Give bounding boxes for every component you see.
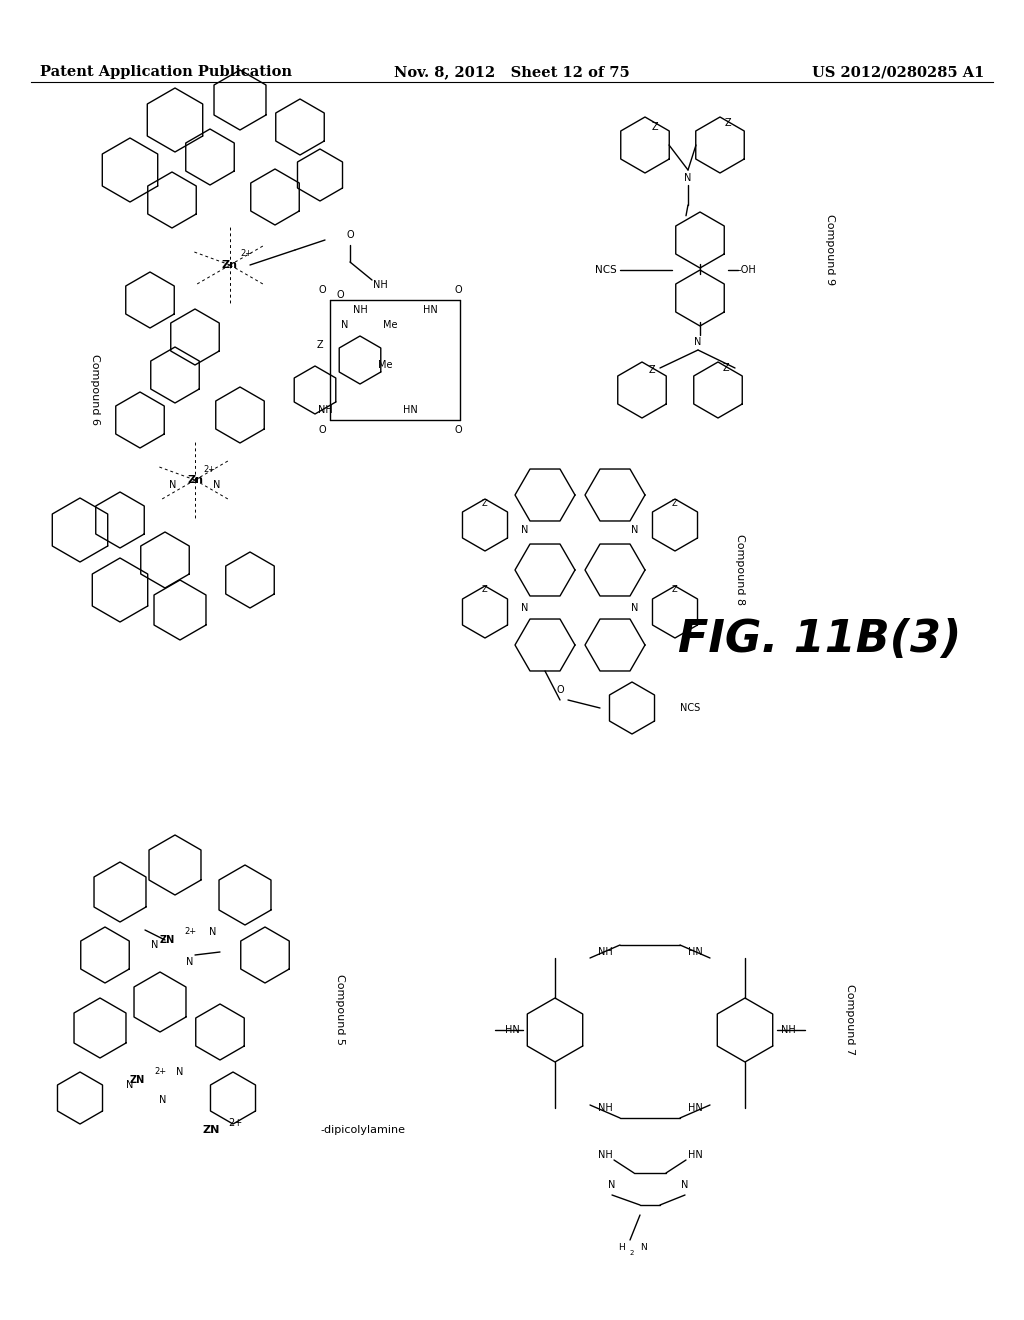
Text: NCS: NCS bbox=[595, 265, 616, 275]
Text: NH: NH bbox=[373, 280, 387, 290]
Text: Compound 6: Compound 6 bbox=[90, 355, 100, 425]
Text: Z: Z bbox=[723, 363, 729, 374]
Text: N: N bbox=[521, 525, 528, 535]
Text: N: N bbox=[126, 1080, 134, 1090]
Text: 2: 2 bbox=[630, 1250, 634, 1257]
Text: ZN: ZN bbox=[160, 935, 175, 945]
Text: Z: Z bbox=[672, 586, 678, 594]
Text: N: N bbox=[176, 1067, 183, 1077]
Text: N: N bbox=[694, 337, 701, 347]
Text: Z: Z bbox=[672, 499, 678, 507]
Text: Compound 8: Compound 8 bbox=[735, 535, 745, 606]
Text: N: N bbox=[186, 957, 194, 968]
Text: NH: NH bbox=[598, 946, 612, 957]
Text: N: N bbox=[640, 1243, 647, 1253]
Text: N: N bbox=[169, 480, 177, 490]
Text: -dipicolylamine: -dipicolylamine bbox=[319, 1125, 406, 1135]
Text: Compound 5: Compound 5 bbox=[335, 974, 345, 1045]
Text: O: O bbox=[455, 285, 462, 294]
Text: N: N bbox=[684, 173, 691, 183]
Text: O: O bbox=[455, 425, 462, 436]
Text: Nov. 8, 2012   Sheet 12 of 75: Nov. 8, 2012 Sheet 12 of 75 bbox=[394, 65, 630, 79]
Text: Me: Me bbox=[378, 360, 392, 370]
Text: Zn: Zn bbox=[222, 260, 238, 271]
Text: Z: Z bbox=[482, 586, 487, 594]
Text: NH: NH bbox=[598, 1150, 612, 1160]
Text: Z: Z bbox=[725, 117, 731, 128]
Text: ZN: ZN bbox=[203, 1125, 220, 1135]
Text: N: N bbox=[160, 1096, 167, 1105]
Text: Z: Z bbox=[316, 341, 324, 350]
Text: N: N bbox=[632, 525, 639, 535]
Text: 2+: 2+ bbox=[228, 1118, 242, 1129]
Text: 2+: 2+ bbox=[240, 248, 252, 257]
Text: O: O bbox=[346, 230, 354, 240]
Text: HN: HN bbox=[688, 1104, 702, 1113]
Text: HN: HN bbox=[423, 305, 437, 315]
Text: N: N bbox=[209, 927, 217, 937]
Text: Patent Application Publication: Patent Application Publication bbox=[40, 65, 292, 79]
Text: O: O bbox=[556, 685, 564, 696]
Text: N: N bbox=[608, 1180, 615, 1191]
Text: HN: HN bbox=[688, 1150, 702, 1160]
Text: US 2012/0280285 A1: US 2012/0280285 A1 bbox=[812, 65, 984, 79]
Text: N: N bbox=[341, 319, 349, 330]
Text: NCS: NCS bbox=[680, 704, 700, 713]
Text: 2+: 2+ bbox=[203, 466, 215, 474]
Text: NH: NH bbox=[598, 1104, 612, 1113]
Text: O: O bbox=[336, 290, 344, 300]
Text: Z: Z bbox=[482, 499, 487, 507]
Text: HN: HN bbox=[505, 1026, 519, 1035]
Text: N: N bbox=[521, 603, 528, 612]
Text: 2+: 2+ bbox=[184, 928, 196, 936]
Text: NH: NH bbox=[780, 1026, 796, 1035]
Text: N: N bbox=[632, 603, 639, 612]
Text: FIG. 11B(3): FIG. 11B(3) bbox=[678, 619, 962, 661]
Text: -OH: -OH bbox=[738, 265, 757, 275]
Text: H: H bbox=[618, 1243, 625, 1253]
Text: Me: Me bbox=[383, 319, 397, 330]
Text: NH: NH bbox=[352, 305, 368, 315]
Text: N: N bbox=[681, 1180, 689, 1191]
Text: Compound 9: Compound 9 bbox=[825, 214, 835, 285]
Text: O: O bbox=[318, 285, 326, 294]
Text: HN: HN bbox=[402, 405, 418, 414]
Text: Z: Z bbox=[648, 366, 655, 375]
Text: NH: NH bbox=[317, 405, 333, 414]
Text: O: O bbox=[318, 425, 326, 436]
Text: Zn: Zn bbox=[187, 475, 203, 484]
Text: N: N bbox=[213, 480, 221, 490]
Text: Compound 7: Compound 7 bbox=[845, 985, 855, 1056]
Text: ZN: ZN bbox=[130, 1074, 145, 1085]
Text: 2+: 2+ bbox=[154, 1068, 166, 1077]
Text: N: N bbox=[152, 940, 159, 950]
Text: Z: Z bbox=[651, 121, 658, 132]
Text: HN: HN bbox=[688, 946, 702, 957]
